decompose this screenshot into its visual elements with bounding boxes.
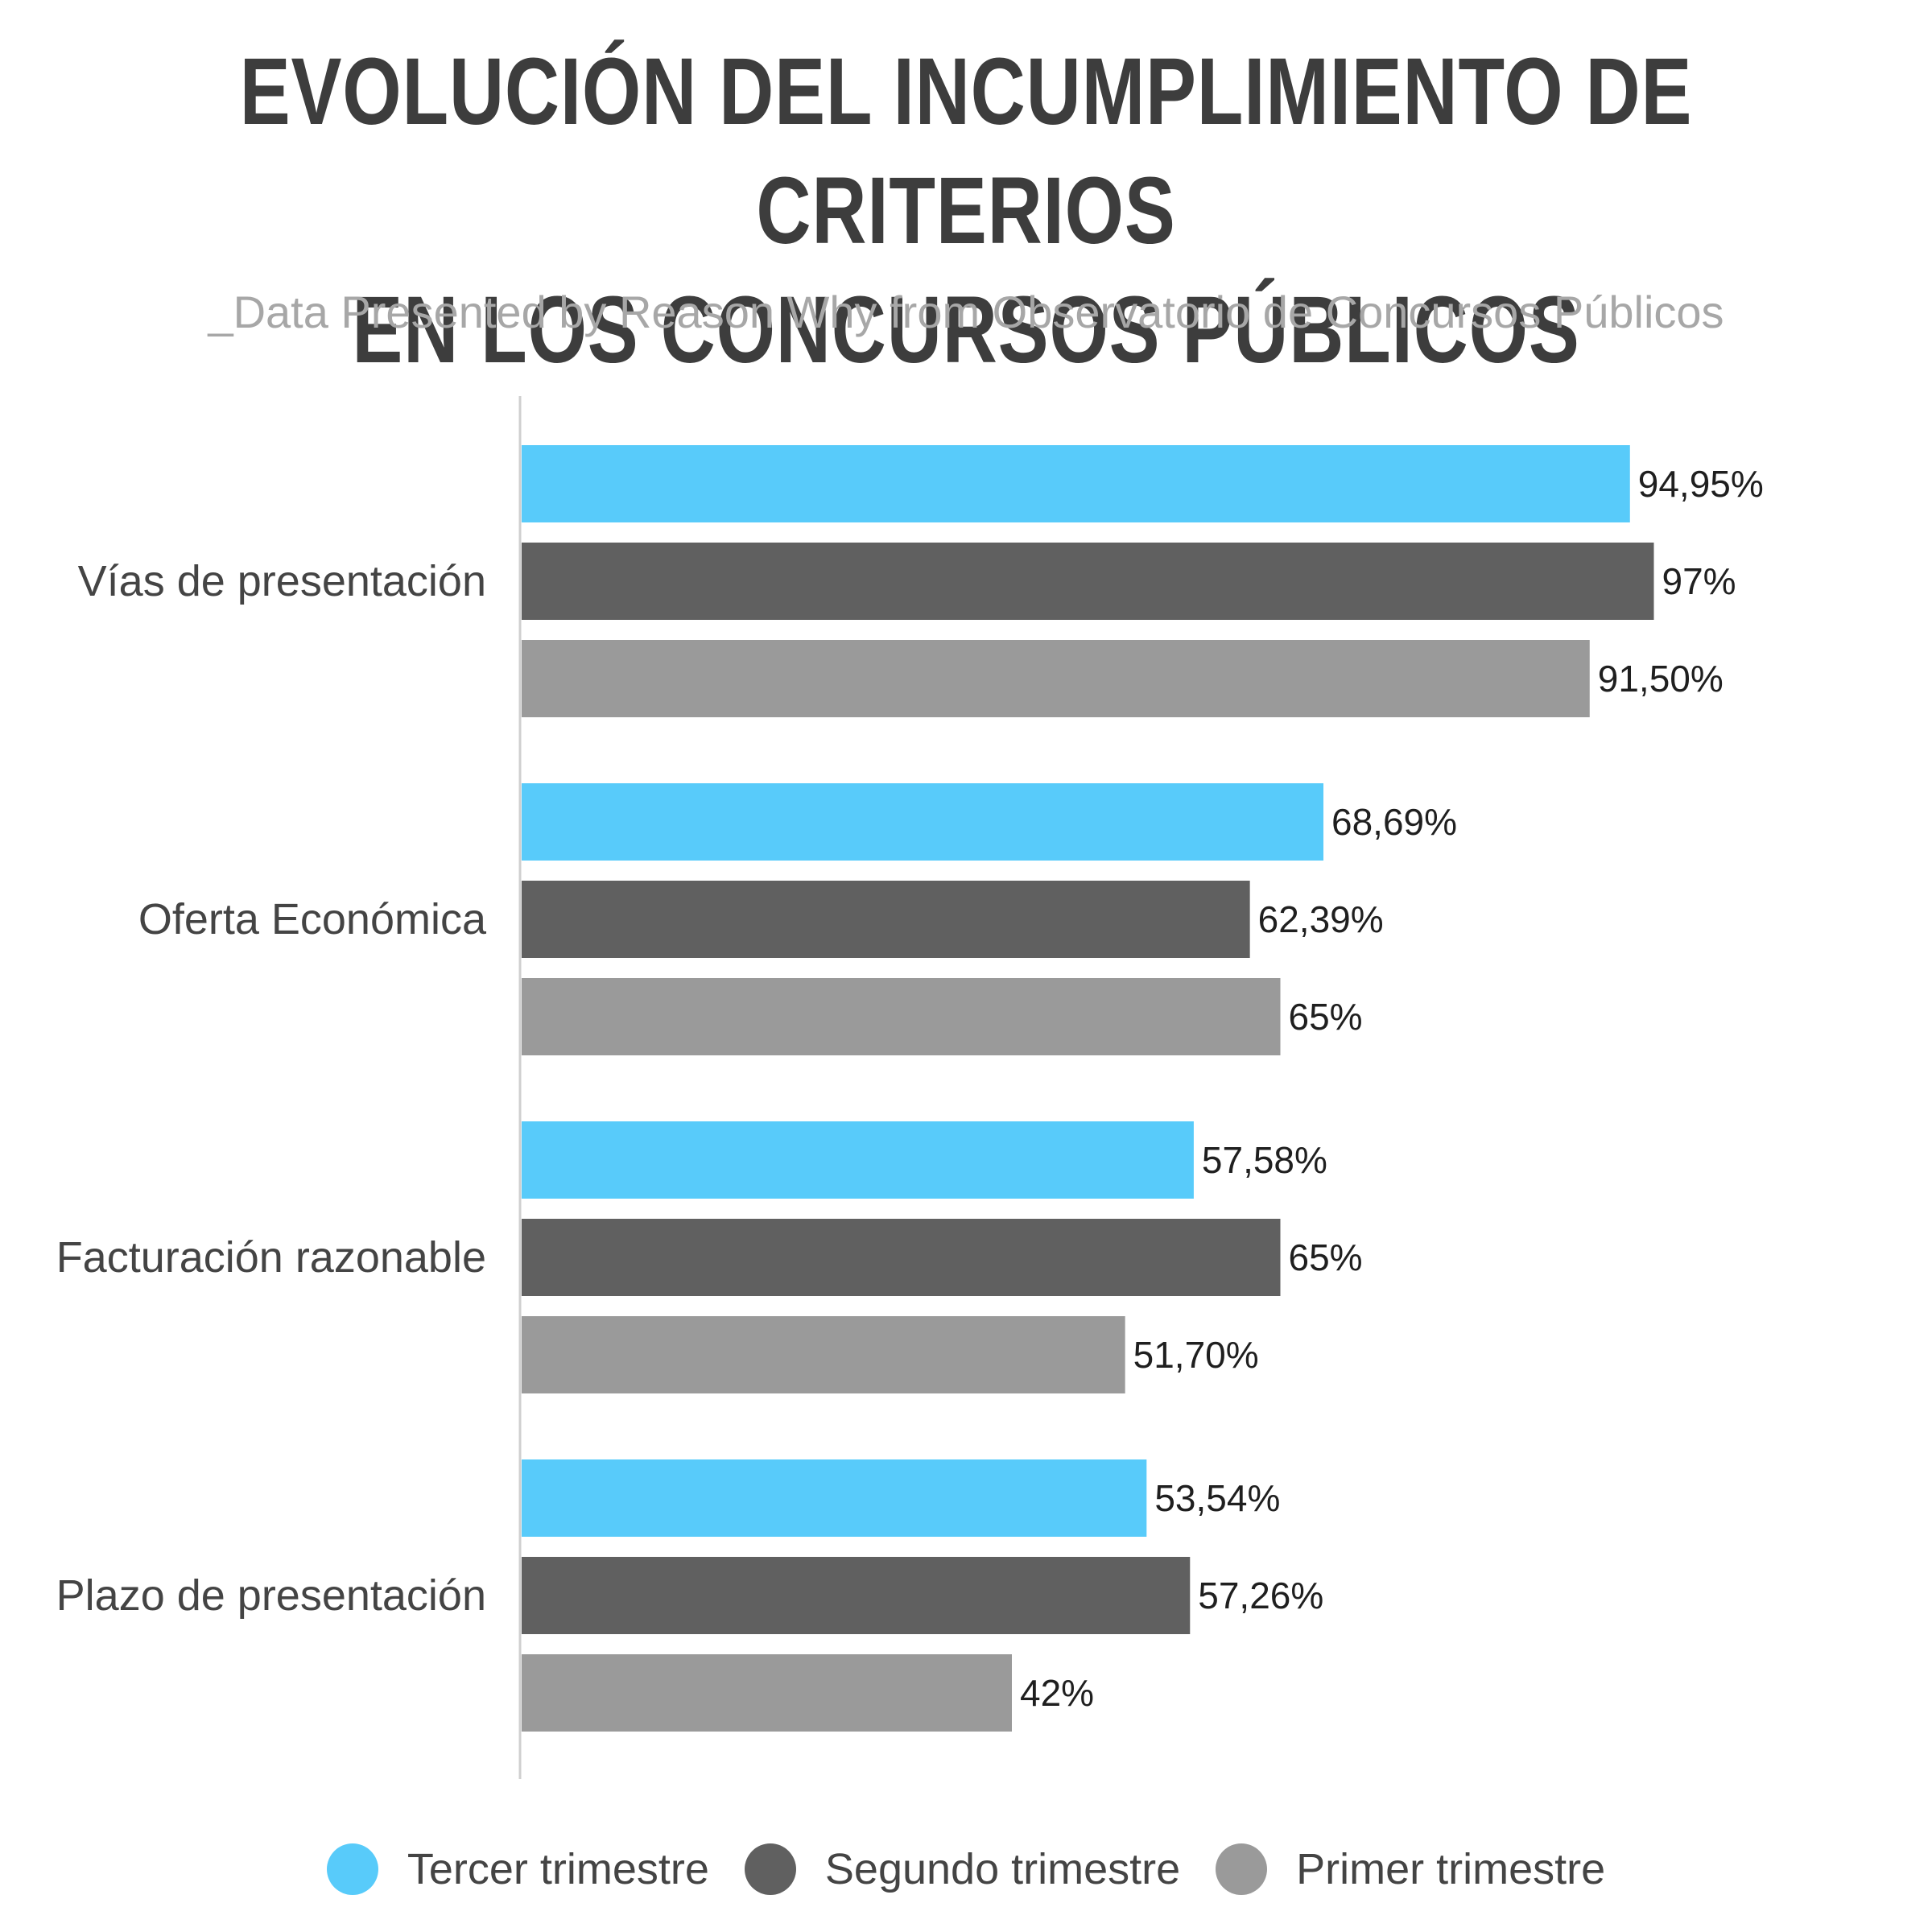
bar-oferta-economica-primer-trimestre: [522, 978, 1281, 1055]
legend-item-tercer-trimestre: Tercer trimestre: [326, 1843, 709, 1895]
legend-label-segundo-trimestre: Segundo trimestre: [824, 1845, 1181, 1893]
category-label-plazo-de-presentacion: Plazo de presentación: [56, 1571, 486, 1620]
category-label-vias-de-presentacion: Vías de presentación: [78, 557, 486, 605]
data-label-plazo-de-presentacion-tercer-trimestre: 53,54%: [1154, 1477, 1280, 1519]
bar-vias-de-presentacion-primer-trimestre: [522, 640, 1590, 717]
data-label-plazo-de-presentacion-primer-trimestre: 42%: [1020, 1672, 1094, 1714]
bar-facturacion-razonable-primer-trimestre: [522, 1316, 1125, 1393]
legend-swatch-segundo-trimestre: [744, 1843, 796, 1895]
chart-title: EVOLUCIÓN DEL INCUMPLIMIENTO DE CRITERIO…: [193, 32, 1739, 390]
data-label-plazo-de-presentacion-segundo-trimestre: 57,26%: [1198, 1575, 1323, 1616]
chart-subtitle: _Data Presented by Reason Why from Obser…: [208, 287, 1724, 337]
legend-swatch-tercer-trimestre: [326, 1843, 378, 1895]
bar-facturacion-razonable-tercer-trimestre: [522, 1121, 1194, 1199]
data-label-vias-de-presentacion-tercer-trimestre: 94,95%: [1638, 463, 1764, 505]
bar-facturacion-razonable-segundo-trimestre: [522, 1219, 1281, 1296]
legend-label-tercer-trimestre: Tercer trimestre: [407, 1845, 709, 1893]
category-label-facturacion-razonable: Facturación razonable: [56, 1233, 486, 1282]
data-label-facturacion-razonable-tercer-trimestre: 57,58%: [1202, 1139, 1327, 1181]
legend-item-primer-trimestre: Primer trimestre: [1216, 1843, 1605, 1895]
data-label-oferta-economica-segundo-trimestre: 62,39%: [1258, 898, 1384, 940]
data-label-oferta-economica-primer-trimestre: 65%: [1289, 996, 1363, 1038]
bar-oferta-economica-segundo-trimestre: [522, 881, 1250, 958]
data-label-facturacion-razonable-primer-trimestre: 51,70%: [1133, 1334, 1259, 1376]
bar-plazo-de-presentacion-primer-trimestre: [522, 1654, 1012, 1732]
bar-chart: Vías de presentación 94,95% 97% 91,50% Ofert…: [56, 396, 1764, 1779]
bar-plazo-de-presentacion-tercer-trimestre: [522, 1459, 1147, 1537]
legend: Tercer trimestre Segundo trimestre Prime…: [0, 1843, 1932, 1895]
legend-swatch-primer-trimestre: [1216, 1843, 1268, 1895]
bar-vias-de-presentacion-tercer-trimestre: [522, 445, 1630, 522]
chart-title-line-2: EN LOS CONCURSOS PÚBLICOS: [352, 277, 1580, 383]
legend-item-segundo-trimestre: Segundo trimestre: [744, 1843, 1181, 1895]
category-label-oferta-economica: Oferta Económica: [138, 895, 487, 943]
data-label-oferta-economica-tercer-trimestre: 68,69%: [1331, 801, 1457, 843]
data-label-vias-de-presentacion-segundo-trimestre: 97%: [1662, 560, 1736, 602]
bar-oferta-economica-tercer-trimestre: [522, 783, 1324, 861]
legend-label-primer-trimestre: Primer trimestre: [1296, 1845, 1606, 1893]
data-label-vias-de-presentacion-primer-trimestre: 91,50%: [1598, 658, 1724, 700]
bar-plazo-de-presentacion-segundo-trimestre: [522, 1557, 1191, 1634]
bar-vias-de-presentacion-segundo-trimestre: [522, 543, 1654, 620]
chart-title-line-1: EVOLUCIÓN DEL INCUMPLIMIENTO DE CRITERIO…: [239, 39, 1693, 264]
data-label-facturacion-razonable-segundo-trimestre: 65%: [1289, 1236, 1363, 1278]
